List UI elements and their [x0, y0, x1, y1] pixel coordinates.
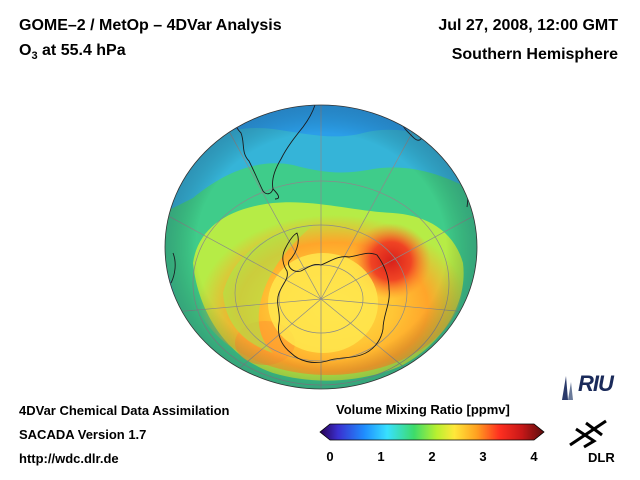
colorbar — [319, 423, 545, 441]
colorbar-gradient — [319, 423, 545, 441]
colorbar-tick-label: 2 — [428, 449, 436, 464]
info-line-1: 4DVar Chemical Data Assimilation — [19, 403, 230, 418]
riu-logo-text: RIU — [578, 371, 614, 396]
dlr-logo-text: DLR — [588, 450, 615, 465]
info-line-2: SACADA Version 1.7 — [19, 427, 147, 442]
dlr-logo-icon — [569, 419, 607, 449]
ozone-globe-map — [164, 104, 478, 390]
globe-outline — [164, 104, 478, 390]
colorbar-tick-label: 0 — [326, 449, 334, 464]
title-species: O3 at 55.4 hPa — [19, 42, 126, 62]
colorbar-tick-label: 4 — [530, 449, 538, 464]
globe-shading — [165, 105, 477, 389]
species-subscript: 3 — [31, 50, 38, 62]
riu-logo-icon — [562, 376, 573, 400]
species-prefix: O — [19, 42, 32, 59]
title-line-1: GOME–2 / MetOp – 4DVar Analysis — [19, 17, 282, 34]
colorbar-title: Volume Mixing Ratio [ppmv] — [336, 402, 510, 417]
region-label: Southern Hemisphere — [451, 46, 618, 63]
info-url: http://wdc.dlr.de — [19, 451, 119, 466]
colorbar-tick-label: 1 — [377, 449, 385, 464]
colorbar-tick-label: 3 — [479, 449, 487, 464]
species-suffix: at 55.4 hPa — [37, 42, 126, 59]
date-time: Jul 27, 2008, 12:00 GMT — [438, 17, 618, 34]
